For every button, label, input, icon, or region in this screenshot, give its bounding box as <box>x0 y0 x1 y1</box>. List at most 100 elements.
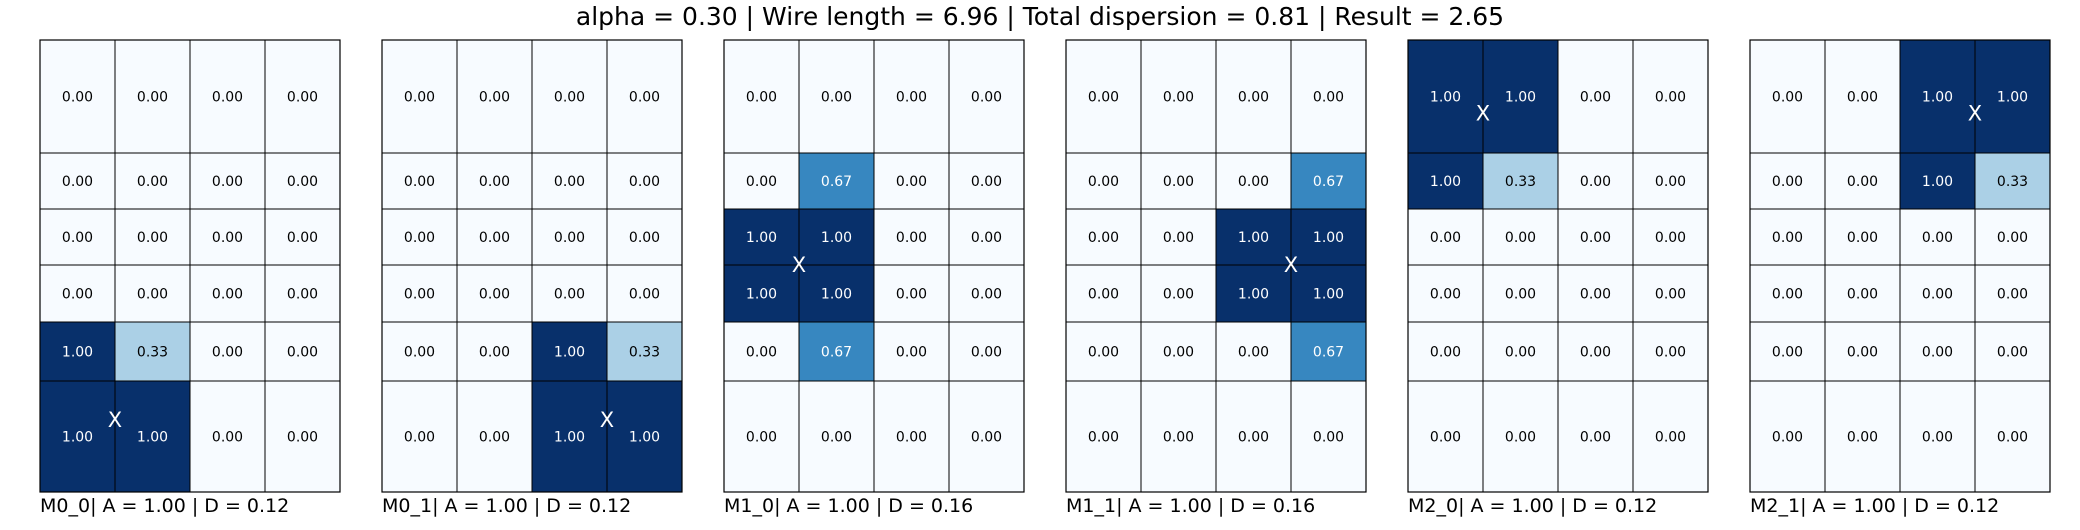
panel-caption: M1_1| A = 1.00 | D = 0.16 <box>1066 495 1315 517</box>
cell-value-label: 0.00 <box>971 174 1002 190</box>
cell-value-label: 0.00 <box>62 230 93 246</box>
cell-value-label: 0.00 <box>971 230 1002 246</box>
cell-value-label: 0.00 <box>1088 345 1119 361</box>
cell-value-label: 0.33 <box>629 345 660 361</box>
cell-value-label: 0.00 <box>1847 230 1878 246</box>
cell-value-label: 0.00 <box>1655 345 1686 361</box>
panel-border <box>1065 39 1367 493</box>
cell-value-label: 0.00 <box>1430 230 1461 246</box>
heatmap-panel-3: 0.00 0.00 0.00 0.00 0.00 0.00 0.00 0.67 0.00 0.00… <box>1065 39 1367 517</box>
cell-value-label: 0.00 <box>1847 345 1878 361</box>
heatmap-cell <box>798 39 875 154</box>
heatmap-cell <box>1824 321 1901 382</box>
cell-value-label: 0.00 <box>896 430 927 446</box>
cell-value-label: 0.00 <box>1997 230 2028 246</box>
cell-value-label: 0.00 <box>287 287 318 303</box>
cell-value-label: 0.00 <box>479 174 510 190</box>
cell-value-label: 1.00 <box>62 345 93 361</box>
heatmap-cell <box>39 264 116 323</box>
cell-value-label: 1.00 <box>746 230 777 246</box>
heatmap-cell <box>189 39 266 154</box>
cell-value-label: 0.00 <box>1580 345 1611 361</box>
cell-value-label: 0.00 <box>1580 230 1611 246</box>
heatmap-cell <box>1290 208 1367 266</box>
heatmap-cell <box>606 321 683 382</box>
cell-value-label: 1.00 <box>629 430 660 446</box>
heatmap-cell <box>1974 380 2051 493</box>
cell-value-label: 1.00 <box>1922 90 1953 106</box>
cell-value-label: 0.00 <box>1163 430 1194 446</box>
heatmap-cell <box>1482 208 1559 266</box>
heatmap-cell <box>531 39 608 154</box>
heatmap-cell <box>1899 208 1976 266</box>
cell-value-label: 0.00 <box>137 174 168 190</box>
cell-value-label: 0.00 <box>1163 287 1194 303</box>
cell-value-label: 0.00 <box>1922 430 1953 446</box>
cell-value-label: 0.67 <box>821 345 852 361</box>
cell-value-label: 0.00 <box>1772 174 1803 190</box>
heatmap-cell <box>1065 380 1142 493</box>
cell-value-label: 0.00 <box>1922 287 1953 303</box>
cell-value-label: 0.00 <box>746 345 777 361</box>
heatmap-cell <box>606 39 683 154</box>
panel-caption: M1_0| A = 1.00 | D = 0.16 <box>724 495 973 517</box>
heatmap-cell <box>1632 264 1709 323</box>
heatmap-cell <box>1215 152 1292 210</box>
cell-value-label: 0.00 <box>1772 230 1803 246</box>
heatmap-cell <box>189 264 266 323</box>
cell-value-label: 0.00 <box>1772 90 1803 106</box>
cell-value-label: 0.00 <box>1505 287 1536 303</box>
cell-value-label: 0.67 <box>821 174 852 190</box>
cell-value-label: 1.00 <box>821 230 852 246</box>
cell-value-label: 0.00 <box>1313 430 1344 446</box>
heatmap-cell <box>798 380 875 493</box>
cell-value-label: 0.33 <box>1505 174 1536 190</box>
cell-value-label: 0.00 <box>554 230 585 246</box>
heatmap-cell <box>1140 321 1217 382</box>
cell-value-label: 0.00 <box>629 230 660 246</box>
heatmap-cell <box>1140 39 1217 154</box>
cell-value-label: 0.00 <box>212 230 243 246</box>
heatmap-cell <box>606 208 683 266</box>
cell-value-label: 0.00 <box>1997 287 2028 303</box>
cell-value-label: 0.00 <box>1163 345 1194 361</box>
heatmap-cell <box>456 321 533 382</box>
cell-value-label: 0.00 <box>1238 90 1269 106</box>
heatmap-cell <box>1482 39 1559 154</box>
cell-value-label: 0.00 <box>1238 430 1269 446</box>
panel-caption: M2_0| A = 1.00 | D = 0.12 <box>1408 495 1657 517</box>
cell-value-label: 0.00 <box>404 230 435 246</box>
cell-value-label: 0.00 <box>404 345 435 361</box>
cell-value-label: 0.00 <box>1655 90 1686 106</box>
heatmap-cell <box>114 380 191 493</box>
heatmap-cell <box>189 321 266 382</box>
heatmap-cell <box>873 208 950 266</box>
cell-value-label: 0.00 <box>479 230 510 246</box>
cell-value-label: 1.00 <box>137 430 168 446</box>
heatmap-cell <box>456 39 533 154</box>
heatmap-cell <box>39 39 116 154</box>
cell-value-label: 0.00 <box>404 287 435 303</box>
cell-value-label: 0.00 <box>1505 345 1536 361</box>
heatmap-cell <box>381 264 458 323</box>
cell-value-label: 0.00 <box>1505 430 1536 446</box>
heatmap-cell <box>723 208 800 266</box>
center-marker: X <box>108 408 122 432</box>
heatmap-cell <box>873 321 950 382</box>
cell-value-label: 0.00 <box>971 287 1002 303</box>
cell-value-label: 0.00 <box>821 90 852 106</box>
cell-value-label: 0.67 <box>1313 174 1344 190</box>
center-marker: X <box>1968 101 1982 125</box>
heatmap-cell <box>798 152 875 210</box>
cell-value-label: 0.00 <box>971 430 1002 446</box>
cell-value-label: 1.00 <box>1313 230 1344 246</box>
heatmap-cell <box>1632 380 1709 493</box>
cell-value-label: 0.00 <box>479 90 510 106</box>
heatmap-cell <box>264 321 341 382</box>
cell-value-label: 1.00 <box>554 345 585 361</box>
cell-value-label: 0.00 <box>629 174 660 190</box>
cell-value-label: 0.00 <box>896 345 927 361</box>
cell-value-label: 1.00 <box>1505 90 1536 106</box>
heatmap-cell <box>1482 152 1559 210</box>
panel-caption: M0_0| A = 1.00 | D = 0.12 <box>40 495 289 517</box>
